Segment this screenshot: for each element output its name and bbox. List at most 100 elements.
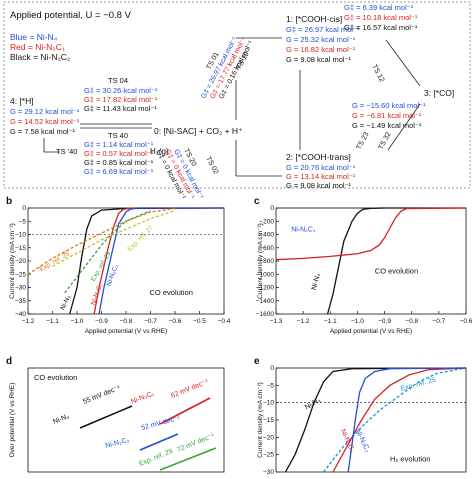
scheme-border — [3, 1, 471, 189]
ts12-block: TS 12 — [370, 64, 385, 84]
d-label-nin3c1: Ni-N₃C₁ — [130, 390, 156, 406]
c-label-nin2c1: Ni-N₂C₁ — [291, 226, 316, 233]
d-line-nin4 — [79, 405, 133, 429]
d-line-nin3c1 — [159, 397, 211, 425]
panel-d: d Over potential (V vs RHE) CO evolution Ni… — [6, 356, 225, 473]
c-xtick-label: −1.1 — [324, 318, 337, 325]
g1-4: G = 9.08 kcal mol⁻¹ — [286, 55, 352, 64]
b-series-3 — [27, 207, 176, 275]
c-ytick-label: −1600 — [256, 311, 275, 318]
panel-c-ylabel: Current density (mA cm⁻²) — [257, 223, 264, 299]
b-series-0 — [69, 207, 225, 315]
panel-b-letter: b — [6, 196, 12, 207]
d-label-nin4: Ni-N₄ — [52, 413, 70, 426]
state-3: 3: [*CO] — [424, 88, 454, 98]
ts23-label: TS 23 — [356, 131, 371, 151]
state-4: 4: [*H] — [10, 96, 34, 106]
h2-path — [43, 138, 60, 153]
arrow-13 — [385, 39, 421, 87]
arrow-23 — [387, 103, 421, 151]
panel-e-ylabel: Current density (mA cm⁻²) — [257, 382, 264, 458]
b-ytick-label: −30 — [15, 285, 26, 292]
b-ytick-label: −10 — [15, 232, 26, 239]
c-annotation: CO evolution — [375, 267, 418, 276]
g3-1: G = −15.60 kcal mol⁻¹ — [352, 101, 426, 110]
b-ytick-label: −25 — [15, 271, 26, 278]
ts32-block: TS 32 — [378, 131, 393, 151]
ts40-g2: G‡ = 0.57 kcal mol⁻¹ — [84, 149, 154, 158]
e-series-1 — [322, 367, 467, 473]
b-label-ref25: Exp. ref. 25 — [39, 250, 72, 273]
c-ytick-label: −200 — [259, 218, 274, 225]
b-series-1 — [93, 207, 224, 315]
ts40-g1: G‡ = 1.14 kcal mol⁻¹ — [84, 140, 154, 149]
panel-e: e Current density (mA cm⁻²) 0 −5 −10 −15 −20 −2… — [254, 356, 467, 476]
c-ytick-label: −1200 — [256, 285, 275, 292]
g1-1: G‡ = 26.97 kcal mol⁻¹ — [286, 25, 360, 34]
panel-b-ylabel: Current density (mA cm⁻²) — [9, 223, 16, 299]
d-label-nin2c2: Ni-N₂C₂ — [105, 437, 131, 450]
e-ytick-label: −5 — [267, 382, 275, 389]
c-series-0 — [326, 207, 466, 315]
c-xtick-label: −0.8 — [405, 318, 418, 325]
b-ytick-label: −15 — [15, 245, 26, 252]
d-slope-nin3c1: 62 mV dec⁻¹ — [170, 378, 210, 400]
c-xtick-label: −1.3 — [270, 318, 283, 325]
ts04-g1: G‡ = 30.26 kcal mol⁻¹ — [84, 86, 158, 95]
g4-1: G = 29.12 kcal mol⁻¹ — [10, 107, 80, 116]
panel-c-xlabel: Applied potential (V vs RHE) — [330, 328, 412, 335]
c-ytick-label: 0 — [270, 205, 274, 212]
ts02-label: TS 02 — [204, 156, 219, 176]
ts40-g3: G‡ = 0.85 kcal mol⁻¹ — [84, 158, 154, 167]
b-series-5 — [52, 210, 176, 267]
g3-3: G = −1.49 kcal mol⁻¹ — [352, 121, 422, 130]
ts32-label: TS 32 — [378, 131, 393, 151]
e-annotation: H₂ evolution — [390, 455, 430, 464]
b-xtick-label: −1.1 — [46, 318, 59, 325]
state-1: 1: [*COOH-cis] — [286, 14, 342, 24]
ts01-block: TS 01 G‡ = 26.97 kcal mol⁻¹ G‡ = 17.77 k… — [200, 36, 255, 101]
ts12-label: TS 12 — [370, 64, 385, 84]
c-xtick-label: −0.9 — [378, 318, 391, 325]
panel-b-xlabel: Applied potential (V vs RHE) — [85, 328, 167, 335]
g2-1: G = 20.76 kcal mol⁻¹ — [286, 163, 356, 172]
e-series-3 — [347, 367, 467, 473]
g3-2: G = −6.81 kcal mol⁻¹ — [352, 111, 422, 120]
e-series-2 — [332, 367, 467, 473]
panel-d-letter: d — [6, 356, 12, 367]
state-2: 2: [*COOH-trans] — [286, 152, 351, 162]
panels: b Current density (mA cm⁻²) Applied potent… — [6, 196, 473, 476]
e-label-nin4: Ni-N₄ — [304, 397, 322, 412]
ts04-label: TS 04 — [108, 76, 128, 85]
e-ytick-label: −20 — [263, 434, 274, 441]
b-ytick-label: −5 — [19, 218, 27, 225]
g1-2: G = 25.32 kcal mol⁻¹ — [286, 35, 356, 44]
c-xtick-label: −0.7 — [432, 318, 445, 325]
b-label-nin2c2: Ni-N₂C₂ — [106, 263, 121, 287]
c-ytick-label: −1000 — [256, 271, 275, 278]
ts04-g3: G‡ = 11.43 kcal mol⁻¹ — [84, 104, 157, 113]
g3-ts3: G‡ = 16.57 kcal mol⁻¹ — [344, 23, 418, 32]
panel-d-ylabel: Over potential (V vs RHE) — [9, 383, 16, 458]
b-xtick-label: −0.4 — [218, 318, 231, 325]
b-series-2 — [98, 207, 224, 315]
ts23-block: TS 23 — [356, 131, 371, 151]
d-line-nin2c2 — [139, 433, 179, 451]
b-xtick-label: −0.8 — [120, 318, 133, 325]
panel-d-frame — [27, 367, 225, 473]
g4-3: G = 7.58 kcal mol⁻¹ — [10, 127, 76, 136]
b-ytick-label: −20 — [15, 258, 26, 265]
e-label-ref25: Exp. ref. 25 — [400, 377, 436, 393]
c-label-nin4: Ni-N₄ — [311, 273, 322, 291]
b-xtick-label: −0.7 — [144, 318, 157, 325]
legend-blue: Blue = Ni-N₄ — [10, 32, 58, 42]
b-xtick-label: −0.5 — [193, 318, 206, 325]
ts40p-label: TS ′40 — [56, 147, 77, 156]
e-ytick-label: −10 — [263, 400, 274, 407]
e-ytick-label: 0 — [270, 365, 274, 372]
g1-3: G = 16.82 kcal mol⁻¹ — [286, 45, 356, 54]
e-ytick-label: −15 — [263, 417, 274, 424]
state-0: 0: [Ni-SAC] + CO₂ + H⁺ — [154, 126, 243, 136]
panel-c: c Current density (mA cm⁻²) Applied potent… — [254, 196, 473, 335]
